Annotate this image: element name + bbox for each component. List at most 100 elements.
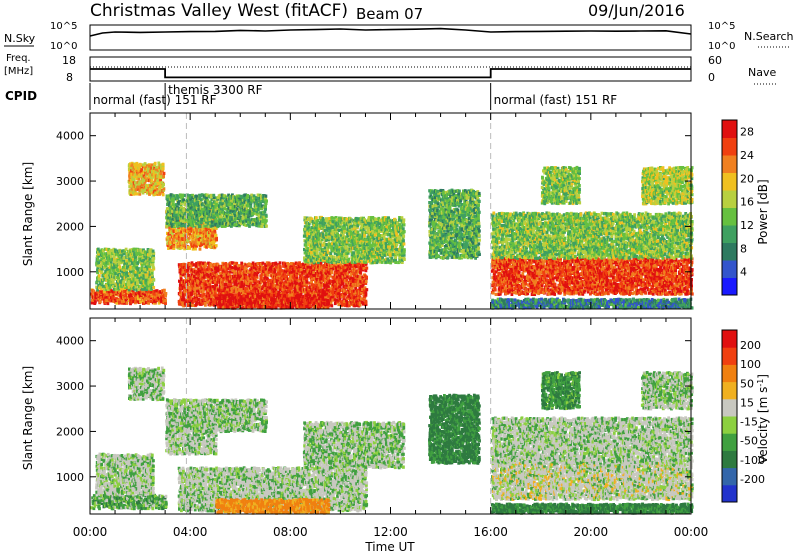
power-cell xyxy=(152,250,155,253)
power-cell xyxy=(224,262,227,265)
power-cell xyxy=(215,234,218,237)
power-cell xyxy=(224,286,227,289)
power-cell xyxy=(152,263,155,266)
power-cell xyxy=(249,205,252,208)
power-cell xyxy=(329,274,332,277)
nsearch-tick-top: 10^5 xyxy=(708,21,735,32)
nsky-tick-bottom: 10^0 xyxy=(50,41,77,52)
plot-canvas: Christmas Valley West (fitACF) Beam 07 0… xyxy=(0,0,800,554)
power-cell xyxy=(98,277,101,280)
power-cell xyxy=(200,221,203,224)
power-cell xyxy=(203,293,206,296)
power-cell xyxy=(160,172,163,175)
power-cell xyxy=(187,274,190,277)
power-cell xyxy=(162,167,165,170)
power-cell xyxy=(295,282,298,285)
power-cell xyxy=(240,281,243,284)
nsky-panel: N.Sky 10^5 10^0 10^5 10^0 N.Search xyxy=(4,21,794,52)
freq-unit-label: [MHz] xyxy=(4,66,33,77)
power-cell xyxy=(162,163,165,166)
power-cell xyxy=(139,163,142,166)
power-cell xyxy=(237,264,240,267)
beam-label: Beam 07 xyxy=(356,5,423,23)
power-cell xyxy=(306,281,309,284)
power-cell xyxy=(250,282,253,285)
power-cell xyxy=(252,212,255,215)
power-cell xyxy=(107,302,110,305)
power-cell xyxy=(164,299,167,302)
power-cell xyxy=(266,274,269,277)
power-cell xyxy=(136,192,139,195)
power-cell xyxy=(213,230,216,233)
power-cell xyxy=(118,265,121,268)
power-cell xyxy=(182,298,185,301)
power-cell xyxy=(194,247,197,250)
power-cell xyxy=(151,179,154,182)
power-cell xyxy=(172,195,175,198)
power-cell xyxy=(163,289,166,292)
cpid-label: CPID xyxy=(5,89,37,103)
power-cell xyxy=(265,195,268,198)
power-cell xyxy=(109,270,112,273)
freq-tick-top: 18 xyxy=(62,54,76,67)
power-cell xyxy=(187,239,190,242)
nave-tick-top: 60 xyxy=(708,54,722,67)
nsky-frame xyxy=(90,25,691,50)
power-cell xyxy=(265,199,268,202)
power-cell xyxy=(169,237,172,240)
nsearch-tick-bottom: 10^0 xyxy=(708,41,735,52)
power-cell xyxy=(312,271,315,274)
date-label: 09/Jun/2016 xyxy=(588,1,685,20)
power-cell xyxy=(266,277,269,280)
nsky-label: N.Sky xyxy=(4,32,36,45)
power-cell xyxy=(262,262,265,265)
power-cell xyxy=(265,225,268,228)
power-cell xyxy=(212,194,215,197)
power-cell xyxy=(152,278,155,281)
power-cell xyxy=(162,193,165,196)
power-cell xyxy=(97,258,100,261)
station-title: Christmas Valley West (fitACF) xyxy=(90,1,348,21)
power-cell xyxy=(182,198,185,201)
power-cell xyxy=(135,188,138,191)
power-cell xyxy=(219,271,222,274)
power-cell xyxy=(177,217,180,220)
power-cell xyxy=(165,292,168,295)
power-cell xyxy=(126,301,129,304)
cpid-segment-label: themis 3300 RF xyxy=(168,83,262,97)
power-cell xyxy=(215,237,218,240)
power-cell xyxy=(204,304,207,307)
power-cell xyxy=(152,286,155,289)
power-cell xyxy=(192,304,195,307)
power-cell xyxy=(279,266,282,269)
power-cell xyxy=(264,205,267,208)
radar-summary-plot: Christmas Valley West (fitACF) Beam 07 0… xyxy=(0,0,800,554)
power-cell xyxy=(155,166,158,169)
power-cell xyxy=(98,274,101,277)
power-cell xyxy=(199,225,202,228)
power-cell xyxy=(240,289,243,292)
power-cell xyxy=(125,248,128,251)
power-cell xyxy=(135,259,138,262)
power-cell xyxy=(220,215,223,218)
power-cell xyxy=(133,178,136,181)
power-cell xyxy=(240,262,243,265)
power-cell xyxy=(265,214,268,217)
power-cell xyxy=(230,283,233,286)
power-cell xyxy=(182,207,185,210)
power-cell xyxy=(330,304,333,307)
power-cell xyxy=(279,261,282,264)
power-cell xyxy=(162,175,165,178)
power-cell xyxy=(163,172,166,175)
nsky-series-line xyxy=(90,29,691,36)
power-cell xyxy=(199,248,202,251)
power-cell xyxy=(281,269,284,272)
power-cell xyxy=(148,165,151,168)
nsky-tick-top: 10^5 xyxy=(50,21,77,32)
power-cell xyxy=(162,183,165,186)
power-cell xyxy=(181,194,184,197)
power-cell xyxy=(204,262,207,265)
cpid-segment-label: normal (fast) 151 RF xyxy=(494,93,618,107)
